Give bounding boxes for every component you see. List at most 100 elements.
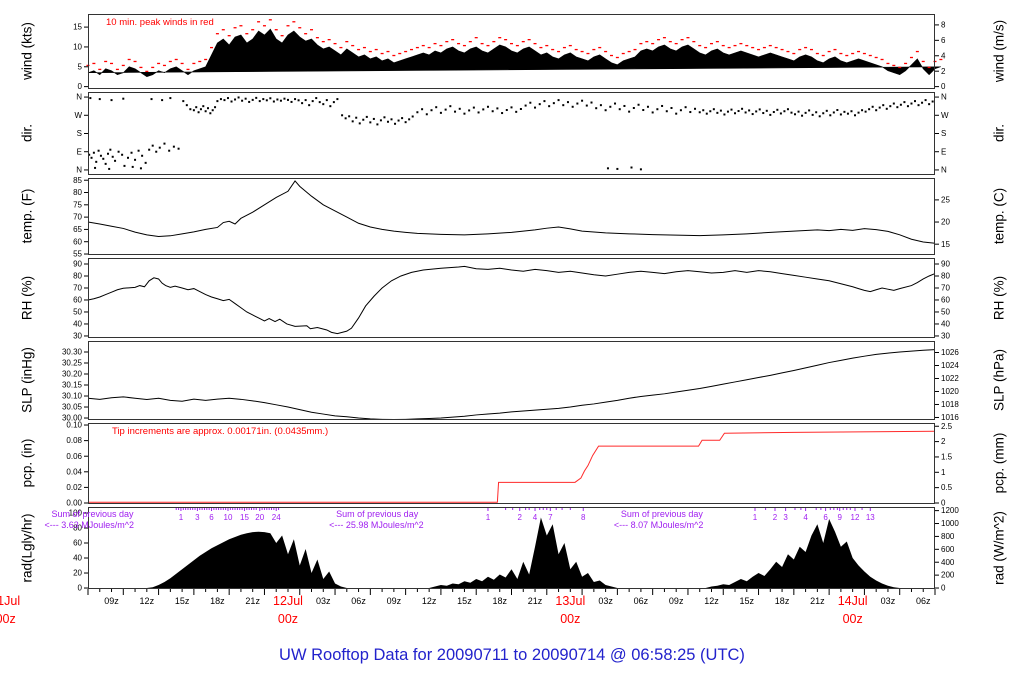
y-tick-label: 30.00 — [62, 414, 83, 423]
x-tick-label: 21z — [245, 596, 260, 606]
y-tick-label: 90 — [941, 260, 950, 269]
wind-peak-dot — [792, 52, 796, 55]
dir-dot — [130, 151, 133, 154]
wind-peak-dot — [221, 29, 225, 31]
wind-peak-dot — [557, 50, 561, 53]
wind-peak-dot — [827, 50, 831, 53]
wind-peak-dot — [321, 40, 325, 43]
dir-dot — [557, 99, 560, 102]
wind-band — [87, 28, 941, 78]
rh-border — [88, 258, 935, 338]
x-tick-label: 03z — [316, 596, 331, 606]
y-tick-label: 40 — [73, 320, 82, 329]
dir-dot — [421, 108, 424, 111]
dir-dot — [394, 122, 397, 125]
wind-peak-dot — [868, 54, 872, 57]
dir-dot — [161, 99, 164, 102]
wind-peak-dot — [821, 54, 825, 57]
y-tick-label: 1000 — [941, 519, 959, 528]
rad-sum-line2: <--- 3.63 MJoules/m^2 — [44, 520, 134, 530]
dir-dot — [534, 106, 537, 109]
wind-peak-dot — [604, 50, 608, 53]
dir-dot — [265, 99, 268, 102]
dir-dot — [491, 110, 494, 113]
dir-dot — [651, 111, 654, 114]
wind-peak-dot — [686, 37, 690, 39]
x-date-label: 12Jul — [273, 594, 303, 608]
dir-dot — [301, 102, 304, 105]
dir-dot — [899, 103, 902, 106]
x-tick-label: 06z — [633, 596, 649, 606]
wind-peak-dot — [862, 52, 866, 55]
dir-dot — [723, 113, 726, 116]
dir-dot — [148, 148, 151, 151]
dir-dot — [258, 100, 261, 103]
dir-dot — [189, 108, 192, 111]
dir-dot — [839, 113, 842, 116]
wind-peak-dot — [274, 29, 278, 31]
dir-dot — [815, 111, 818, 114]
y-tick-label: 30.15 — [62, 381, 83, 390]
wind-peak-dot — [804, 46, 808, 49]
dir-dot — [679, 109, 682, 112]
wind-peak-dot — [657, 39, 661, 41]
dir-dot — [665, 110, 668, 113]
x-tick-label: 12z — [139, 596, 155, 606]
wind-peak-dot — [345, 40, 349, 43]
dir-dot — [730, 108, 733, 111]
y-tick-label: 0.06 — [66, 452, 82, 461]
cum-tick-label: 6 — [823, 513, 828, 522]
y-tick-label: 1020 — [941, 387, 959, 396]
dir-dot — [910, 102, 913, 105]
dir-dot — [276, 98, 279, 101]
y-tick-label: 80 — [73, 188, 82, 197]
y-tick-label: 4 — [941, 51, 946, 60]
y-tick-label: N — [76, 93, 82, 102]
x-date-label: 13Jul — [555, 594, 586, 608]
wind-peak-dot — [180, 62, 184, 65]
dir-dot — [581, 99, 584, 102]
rad-sum-line1: Sum of previous day — [336, 509, 419, 519]
wind-peak-dot — [851, 52, 855, 55]
dir-dot — [216, 100, 219, 103]
cum-tick-label: 9 — [837, 513, 842, 522]
slp-panel: 30.00 30.05 30.10 30.15 30.20 30.25 30.30 1016 1… — [62, 341, 959, 423]
wind-peak-dot — [498, 37, 502, 39]
y-tick-label: 1024 — [941, 361, 959, 370]
wind-peak-dot — [280, 35, 284, 37]
dir-dot — [538, 103, 541, 106]
dir-dot — [864, 110, 867, 113]
cum-tick-label: 6 — [209, 513, 214, 522]
y-tick-label: 6 — [941, 36, 946, 45]
dir-dot — [599, 104, 602, 107]
y-tick-label: 2.5 — [941, 422, 953, 431]
y-tick-label: 0 — [78, 82, 83, 91]
dir-dot — [748, 109, 751, 112]
x-tick-label: 15z — [174, 596, 190, 606]
dir-dot — [769, 113, 772, 116]
y-tick-label: 0 — [941, 82, 946, 91]
dir-dot — [675, 112, 678, 115]
dir-dot — [931, 100, 934, 103]
wind-peak-dot — [815, 52, 819, 55]
cum-tick-label: 1 — [179, 513, 184, 522]
dir-dot — [106, 152, 109, 155]
dir-dot — [604, 109, 607, 112]
dir-dot — [248, 100, 251, 103]
dir-dot — [251, 98, 254, 101]
y-tick-label: 8 — [941, 21, 946, 30]
dir-dot — [632, 106, 635, 109]
slp-line — [87, 349, 936, 421]
wind-peak-dot — [674, 42, 678, 45]
y-tick-label: 100 — [69, 509, 83, 518]
dir-dot — [571, 105, 574, 108]
dir-dot — [906, 105, 909, 108]
wind-border — [88, 14, 935, 89]
y-tick-label: 0 — [941, 584, 946, 593]
dir-dot — [351, 120, 354, 123]
x-tick-label: 09z — [104, 596, 119, 606]
wind-peak-dot — [245, 33, 249, 35]
wind-peak-dot — [404, 50, 408, 53]
ylabel-pcp-left: pcp. (in) — [19, 438, 35, 488]
